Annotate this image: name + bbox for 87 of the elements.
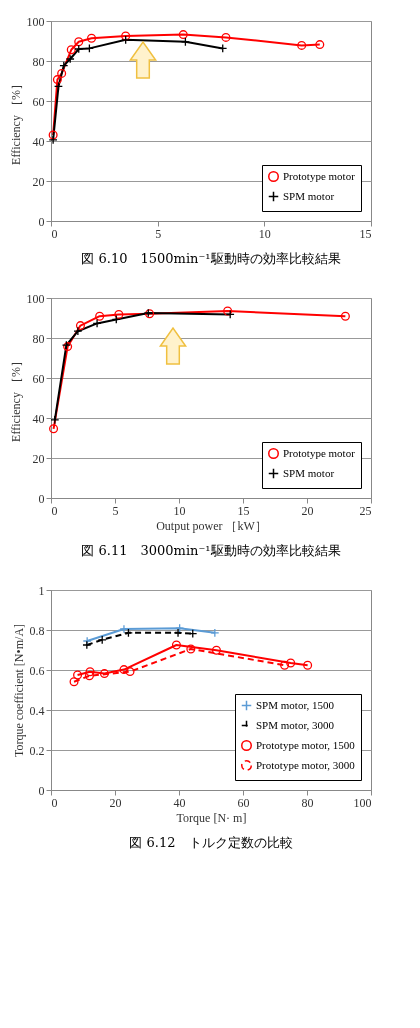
legend-label: Prototype motor, 3000 [256, 758, 356, 771]
point [303, 660, 313, 670]
x-axis-title: Output power ［kW］ [156, 518, 267, 533]
point [125, 667, 135, 677]
point [74, 37, 84, 47]
point [221, 32, 231, 42]
point [74, 44, 84, 54]
y-tick-label: 100 [26, 291, 45, 306]
point [95, 311, 105, 321]
y-tick-label: 0.6 [29, 663, 45, 678]
point [297, 40, 307, 50]
x-tick-label: 25 [359, 503, 372, 518]
x-tick-label: 0 [51, 226, 58, 241]
x-tick-label: 10 [258, 226, 271, 241]
y-tick-label: 0.4 [29, 703, 45, 718]
point [65, 54, 75, 64]
x-tick-label: 15 [359, 226, 372, 241]
point [85, 667, 95, 677]
point [82, 636, 92, 646]
y-tick-label: 60 [32, 371, 45, 386]
point [92, 318, 102, 328]
legend-label: Prototype motor, 1500 [256, 738, 356, 751]
x-tick-label: 10 [173, 503, 186, 518]
point [82, 640, 92, 650]
point [211, 645, 221, 655]
point [286, 658, 296, 668]
point [99, 669, 109, 679]
y-axis-title: Torque coefficient [N•m/A] [11, 623, 26, 758]
x-tick-label: 5 [112, 503, 119, 518]
y-tick-label: 0.8 [29, 623, 45, 638]
legend-label: SPM motor [283, 189, 335, 202]
point [114, 309, 124, 319]
text: 図 6.11 3000min⁻¹駆動時の効率比較結果 [81, 543, 341, 558]
point [340, 311, 350, 321]
y-tick-label: 0 [38, 783, 45, 798]
y-tick-label: 80 [32, 331, 45, 346]
y-axis-title: Efficiency ［%］ [8, 355, 23, 442]
x-tick-label: 40 [173, 795, 186, 810]
point [121, 31, 131, 41]
y-tick-label: 0.2 [29, 743, 45, 758]
legend-label: SPM motor, 3000 [256, 718, 335, 731]
y-tick-label: 1 [38, 583, 45, 598]
y-tick-label: 100 [26, 14, 45, 29]
x-tick-label: 80 [301, 795, 314, 810]
point [48, 130, 58, 140]
y-tick-label: 0 [38, 491, 45, 506]
x-tick-label: 60 [237, 795, 250, 810]
y-tick-label: 80 [32, 54, 45, 69]
point [73, 326, 83, 336]
x-tick-label: 0 [51, 795, 58, 810]
point [73, 670, 83, 680]
point [280, 660, 290, 670]
x-tick-label: 5 [155, 226, 162, 241]
legend-label: SPM motor [283, 466, 335, 479]
point [49, 424, 59, 434]
point [119, 665, 129, 675]
y-tick-label: 40 [32, 411, 45, 426]
y-tick-label: 20 [32, 174, 45, 189]
legend-label: Prototype motor [283, 169, 356, 182]
point [171, 640, 181, 650]
y-tick-label: 0 [38, 214, 45, 229]
y-tick-label: 60 [32, 94, 45, 109]
legend-label: SPM motor, 1500 [256, 698, 335, 711]
legend-label: Prototype motor [283, 446, 356, 459]
point [173, 628, 183, 638]
point [75, 321, 85, 331]
point [315, 40, 325, 50]
text: 図 6.10 1500min⁻¹駆動時の効率比較結果 [81, 251, 341, 266]
x-tick-label: 100 [353, 795, 372, 810]
x-tick-label: 20 [301, 503, 314, 518]
x-tick-label: 15 [237, 503, 250, 518]
point [48, 135, 58, 145]
point [87, 33, 97, 43]
point [57, 68, 67, 78]
point [66, 45, 76, 55]
point [178, 30, 188, 40]
point [186, 644, 196, 654]
point [69, 677, 79, 687]
y-tick-label: 20 [32, 451, 45, 466]
y-axis-title: Efficiency ［%］ [8, 78, 23, 165]
point [52, 75, 62, 85]
x-tick-label: 20 [109, 795, 122, 810]
point [84, 671, 94, 681]
x-axis-title: Torque [N· m] [176, 810, 247, 825]
text: 図 6.12 トルク定数の比較 [129, 835, 293, 850]
x-tick-label: 0 [51, 503, 58, 518]
y-tick-label: 40 [32, 134, 45, 149]
